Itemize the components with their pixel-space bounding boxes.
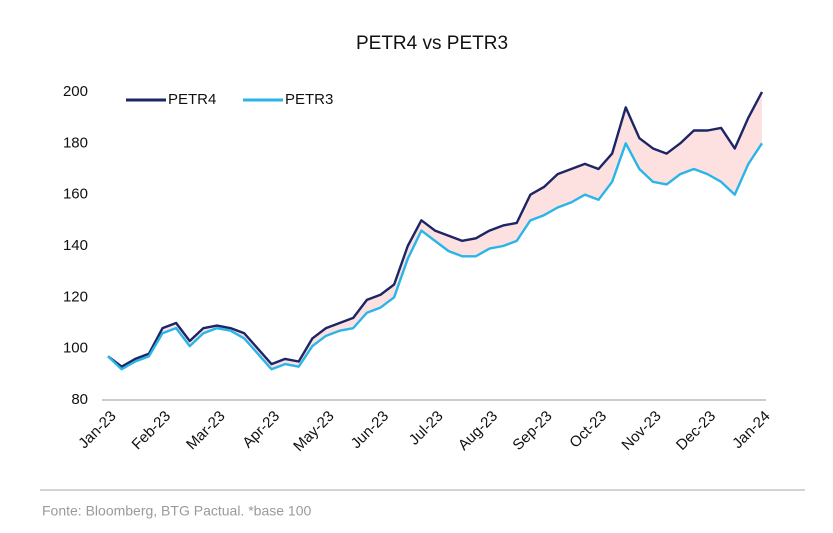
x-tick-label: May-23 [290, 408, 337, 455]
x-tick-label: Feb-23 [129, 408, 175, 454]
y-tick-label: 140 [63, 237, 88, 254]
legend-label: PETR3 [285, 91, 333, 108]
x-tick-label: Apr-23 [239, 408, 283, 452]
x-tick-label: Sep-23 [509, 408, 555, 454]
source-note: Fonte: Bloomberg, BTG Pactual. *base 100 [42, 503, 311, 519]
y-tick-label: 160 [63, 186, 88, 203]
y-tick-label: 100 [63, 340, 88, 357]
y-tick-label: 180 [63, 134, 88, 151]
x-tick-label: Aug-23 [455, 408, 501, 454]
x-tick-label: Jan-23 [75, 408, 119, 452]
y-tick-label: 80 [71, 391, 88, 408]
x-tick-label: Nov-23 [618, 408, 664, 454]
x-tick-label: Oct-23 [566, 408, 610, 452]
series-line [107, 91, 764, 368]
chart-title: PETR4 vs PETR3 [356, 33, 508, 54]
y-tick-label: 200 [63, 83, 88, 100]
x-tick-label: Dec-23 [673, 408, 719, 454]
x-tick-label: Mar-23 [183, 408, 229, 454]
legend-label: PETR4 [168, 91, 216, 108]
x-tick-label: Jul-23 [406, 408, 447, 449]
x-tick-label: Jun-23 [348, 408, 392, 452]
y-tick-label: 120 [63, 288, 88, 305]
series-line [107, 142, 763, 371]
x-tick-label: Jan-24 [729, 408, 773, 452]
